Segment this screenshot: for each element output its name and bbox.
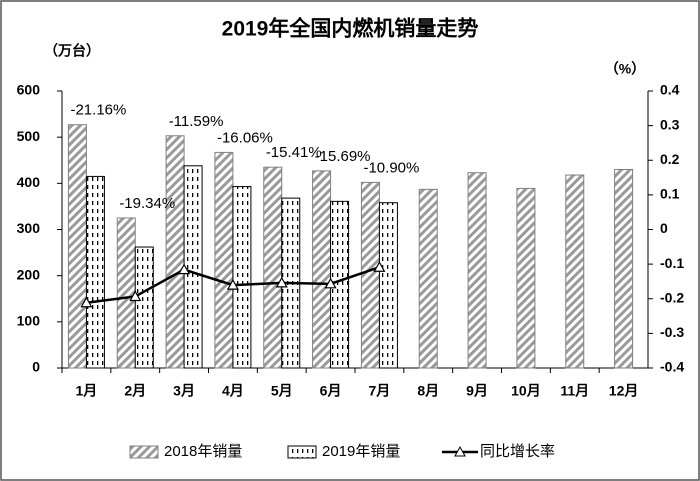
line-marker [324, 277, 337, 289]
y2-tick-label: -0.1 [660, 255, 684, 271]
line-marker [275, 276, 288, 288]
bar [214, 151, 234, 369]
bar [565, 174, 585, 369]
x-tick-label: 11月 [560, 383, 589, 399]
legend-swatch [129, 445, 159, 459]
bar [134, 246, 154, 369]
x-tick-label: 2月 [124, 383, 146, 399]
y-tick-label: 400 [17, 174, 41, 190]
y2-tick-label: 0.2 [660, 151, 680, 167]
x-tick-label: 7月 [369, 383, 391, 399]
bar [467, 172, 487, 369]
y2-tick-label: 0.1 [660, 186, 680, 202]
data-label: -11.59% [169, 113, 224, 130]
x-tick-label: 1月 [76, 383, 98, 399]
data-label: -15.41% [266, 144, 322, 161]
line-marker [373, 261, 386, 272]
data-label: -10.90% [363, 159, 419, 176]
y2-tick-label: -0.2 [660, 289, 684, 305]
x-tick-label: 10月 [511, 383, 541, 399]
y-tick-label: 600 [17, 82, 41, 98]
legend-label: 同比增长率 [480, 443, 555, 460]
data-label: -16.06% [217, 129, 273, 146]
x-tick-label: 12月 [609, 383, 639, 399]
legend-label: 2018年销量 [164, 443, 242, 460]
y-axis-label: （万台） [44, 43, 100, 59]
y-tick-label: 200 [17, 266, 41, 282]
x-tick-label: 5月 [271, 383, 293, 399]
y2-tick-label: 0.3 [660, 116, 680, 132]
bar [614, 168, 634, 369]
bar [312, 170, 332, 369]
legend-marker [454, 445, 466, 457]
bar [232, 186, 252, 369]
bar [116, 217, 136, 369]
x-tick-label: 8月 [417, 383, 439, 399]
y-tick-label: 300 [17, 220, 41, 236]
bar [516, 187, 536, 369]
x-tick-label: 9月 [466, 383, 488, 399]
line-marker [178, 263, 191, 275]
bar [85, 175, 105, 369]
bar [418, 188, 438, 369]
data-label: -21.16% [70, 102, 126, 119]
bar [183, 165, 203, 369]
chart-title: 2019年全国内燃机销量走势 [222, 17, 479, 41]
y-tick-label: 100 [17, 313, 41, 329]
y2-tick-label: 0 [660, 220, 668, 236]
y-tick-label: 0 [32, 359, 40, 375]
bar [263, 166, 283, 369]
y2-tick-label: -0.4 [660, 359, 684, 375]
bar [378, 202, 398, 369]
y2-axis-label: （%） [605, 61, 645, 77]
x-tick-label: 6月 [320, 383, 342, 399]
line-marker [80, 296, 93, 308]
bar [165, 135, 185, 369]
line-marker [226, 278, 239, 290]
bar [360, 181, 380, 369]
data-label: -15.69% [315, 148, 371, 165]
x-tick-label: 3月 [173, 383, 195, 399]
data-label: -19.34% [119, 195, 175, 212]
y-tick-label: 500 [17, 128, 41, 144]
legend-label: 2019年销量 [322, 443, 400, 460]
y2-tick-label: -0.3 [660, 324, 684, 340]
y2-tick-label: 0.4 [660, 82, 680, 98]
legend-swatch [287, 445, 317, 459]
bar [67, 124, 87, 369]
x-tick-label: 4月 [222, 383, 244, 399]
line-marker [129, 290, 142, 302]
